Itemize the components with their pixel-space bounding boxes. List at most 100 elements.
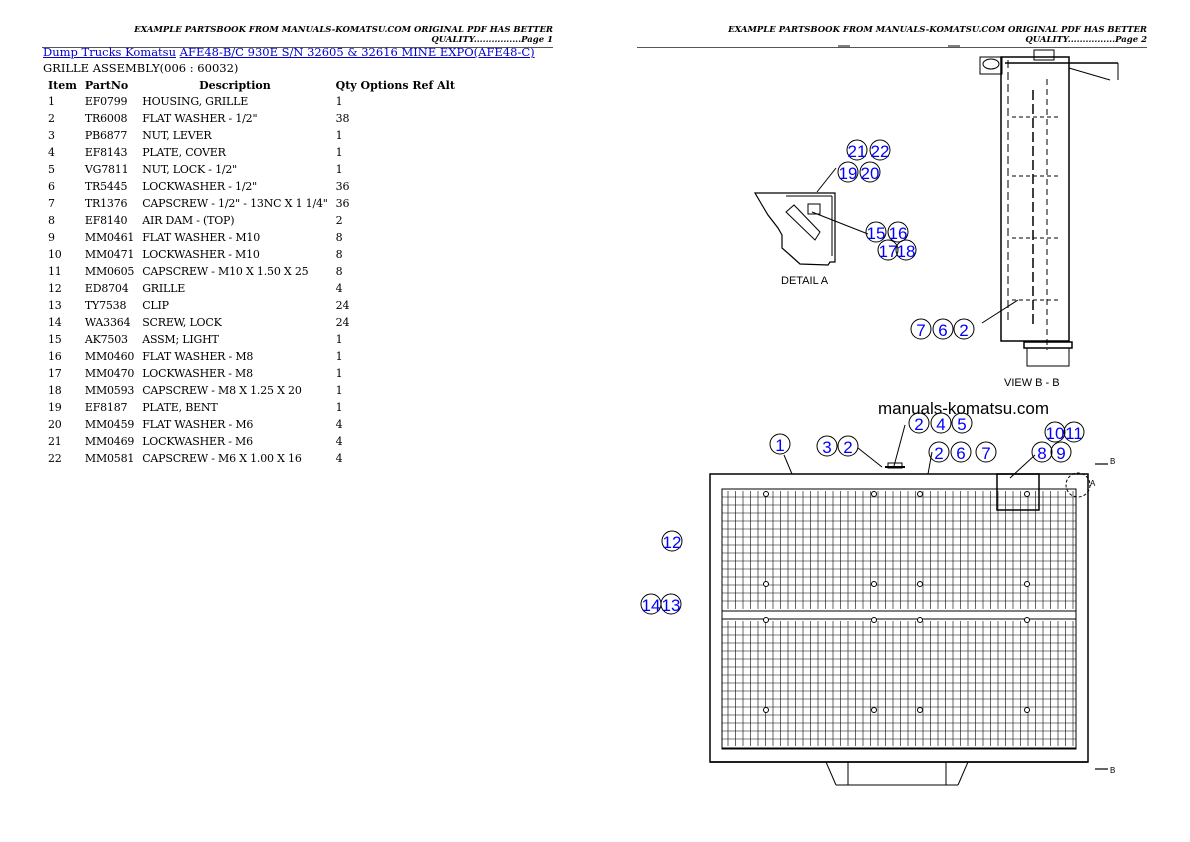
cell-partno: EF8187 <box>84 401 128 414</box>
cell-partno: TR6008 <box>84 112 128 125</box>
detail-a-bracket <box>753 192 836 266</box>
cell-description: FLAT WASHER - M10 <box>142 231 261 244</box>
table-row: 5 VG7811 NUT, LOCK - 1/2" 1 <box>43 161 458 178</box>
model-link[interactable]: AFE48-B/C 930E S/N 32605 & 32616 MINE EX… <box>179 45 535 59</box>
page2-header: EXAMPLE PARTSBOOK FROM MANUALS-KOMATSU.C… <box>637 25 1147 48</box>
leader-line <box>893 424 906 467</box>
table-row: 7 TR1376 CAPSCREW - 1/2" - 13NC X 1 1/4" 36 <box>43 195 458 212</box>
cell-partno: EF8143 <box>84 146 128 159</box>
cell-qty: 36 <box>335 180 350 193</box>
table-row: 4 EF8143 PLATE, COVER 1 <box>43 144 458 161</box>
cell-item: 9 <box>48 231 55 244</box>
cell-description: GRILLE <box>142 282 186 295</box>
detail-a-label: DETAIL A <box>781 275 829 287</box>
callout-circle <box>975 441 997 463</box>
callout-circle <box>1050 441 1072 463</box>
callout-number: 1 <box>775 436 784 455</box>
clip-mark <box>871 617 877 623</box>
section-b-bottom: B <box>1110 766 1115 775</box>
clip-mark <box>1024 707 1030 713</box>
callout-number: 2 <box>934 444 943 463</box>
callout-circle <box>910 318 932 340</box>
cell-qty: 4 <box>335 282 343 295</box>
table-row: 19 EF8187 PLATE, BENT 1 <box>43 399 458 416</box>
callout-number: 10 <box>1046 424 1065 443</box>
callout-circle <box>769 433 791 455</box>
clip-mark <box>763 707 769 713</box>
cell-qty: 38 <box>335 112 350 125</box>
callout-circle <box>930 412 952 434</box>
callout-number: 5 <box>957 415 966 434</box>
cell-qty: 1 <box>335 384 343 397</box>
clip-mark <box>1024 617 1030 623</box>
table-row: 18 MM0593 CAPSCREW - M8 X 1.25 X 20 1 <box>43 382 458 399</box>
callout-circle <box>846 139 868 161</box>
cell-item: 3 <box>48 129 55 142</box>
callout-circle <box>953 318 975 340</box>
leader-line <box>981 299 1019 324</box>
cell-partno: MM0461 <box>84 231 135 244</box>
callout-circle <box>837 161 859 183</box>
cell-description: CAPSCREW - M8 X 1.25 X 20 <box>142 384 302 397</box>
callout-number: 9 <box>1056 444 1065 463</box>
clip-mark <box>917 491 923 497</box>
cell-item: 16 <box>48 350 62 363</box>
cell-qty: 1 <box>335 350 343 363</box>
view-bb-foot <box>1026 347 1070 367</box>
cell-description: CLIP <box>142 299 169 312</box>
drawing-line <box>811 211 869 235</box>
cell-partno: MM0469 <box>84 435 135 448</box>
callout-number: 8 <box>1037 444 1046 463</box>
cell-item: 20 <box>48 418 62 431</box>
cell-item: 21 <box>48 435 62 448</box>
callout-circle <box>1031 441 1053 463</box>
table-row: 8 EF8140 AIR DAM - (TOP) 2 <box>43 212 458 229</box>
col-description: Description <box>199 78 271 92</box>
cell-item: 5 <box>48 163 55 176</box>
cell-description: AIR DAM - (TOP) <box>142 214 235 227</box>
cell-partno: MM0471 <box>84 248 135 261</box>
cell-item: 10 <box>48 248 62 261</box>
callout-circle <box>859 161 881 183</box>
cell-qty: 8 <box>335 265 343 278</box>
clip-mark <box>917 581 923 587</box>
cell-qty: 1 <box>335 146 343 159</box>
table-row: 3 PB6877 NUT, LEVER 1 <box>43 127 458 144</box>
cell-partno: ED8704 <box>84 282 129 295</box>
cell-item: 18 <box>48 384 62 397</box>
drawing-line <box>825 761 837 786</box>
callout-number: 13 <box>662 596 681 615</box>
cell-description: NUT, LOCK - 1/2" <box>142 163 238 176</box>
cell-description: LOCKWASHER - M6 <box>142 435 253 448</box>
view-bb-lamp <box>982 58 1000 70</box>
cell-qty: 1 <box>335 163 343 176</box>
callout-number: 6 <box>938 321 947 340</box>
cell-item: 17 <box>48 367 62 380</box>
table-row: 12 ED8704 GRILLE 4 <box>43 280 458 297</box>
table-row: 21 MM0469 LOCKWASHER - M6 4 <box>43 433 458 450</box>
category-link[interactable]: Dump Trucks Komatsu <box>43 45 176 59</box>
callout-circle <box>895 239 917 261</box>
callout-number: 2 <box>959 321 968 340</box>
cell-partno: EF8140 <box>84 214 128 227</box>
callout-circle <box>908 412 930 434</box>
clip-mark <box>1024 491 1030 497</box>
cell-item: 13 <box>48 299 62 312</box>
cell-item: 7 <box>48 197 55 210</box>
cell-item: 22 <box>48 452 62 465</box>
callout-number: 2 <box>843 438 852 457</box>
view-bb-housing <box>1000 56 1070 342</box>
cell-partno: MM0593 <box>84 384 135 397</box>
cell-qty: 2 <box>335 214 343 227</box>
cell-description: FLAT WASHER - M8 <box>142 350 254 363</box>
cell-description: CAPSCREW - M10 X 1.50 X 25 <box>142 265 309 278</box>
cell-description: LOCKWASHER - 1/2" <box>142 180 257 193</box>
drawing-rect <box>1023 341 1073 349</box>
leader-line <box>857 447 883 468</box>
clip-mark <box>763 581 769 587</box>
callout-number: 15 <box>867 224 886 243</box>
cell-description: HOUSING, GRILLE <box>142 95 249 108</box>
cell-qty: 8 <box>335 231 343 244</box>
leader-line <box>783 454 793 475</box>
callout-circle <box>816 435 838 457</box>
